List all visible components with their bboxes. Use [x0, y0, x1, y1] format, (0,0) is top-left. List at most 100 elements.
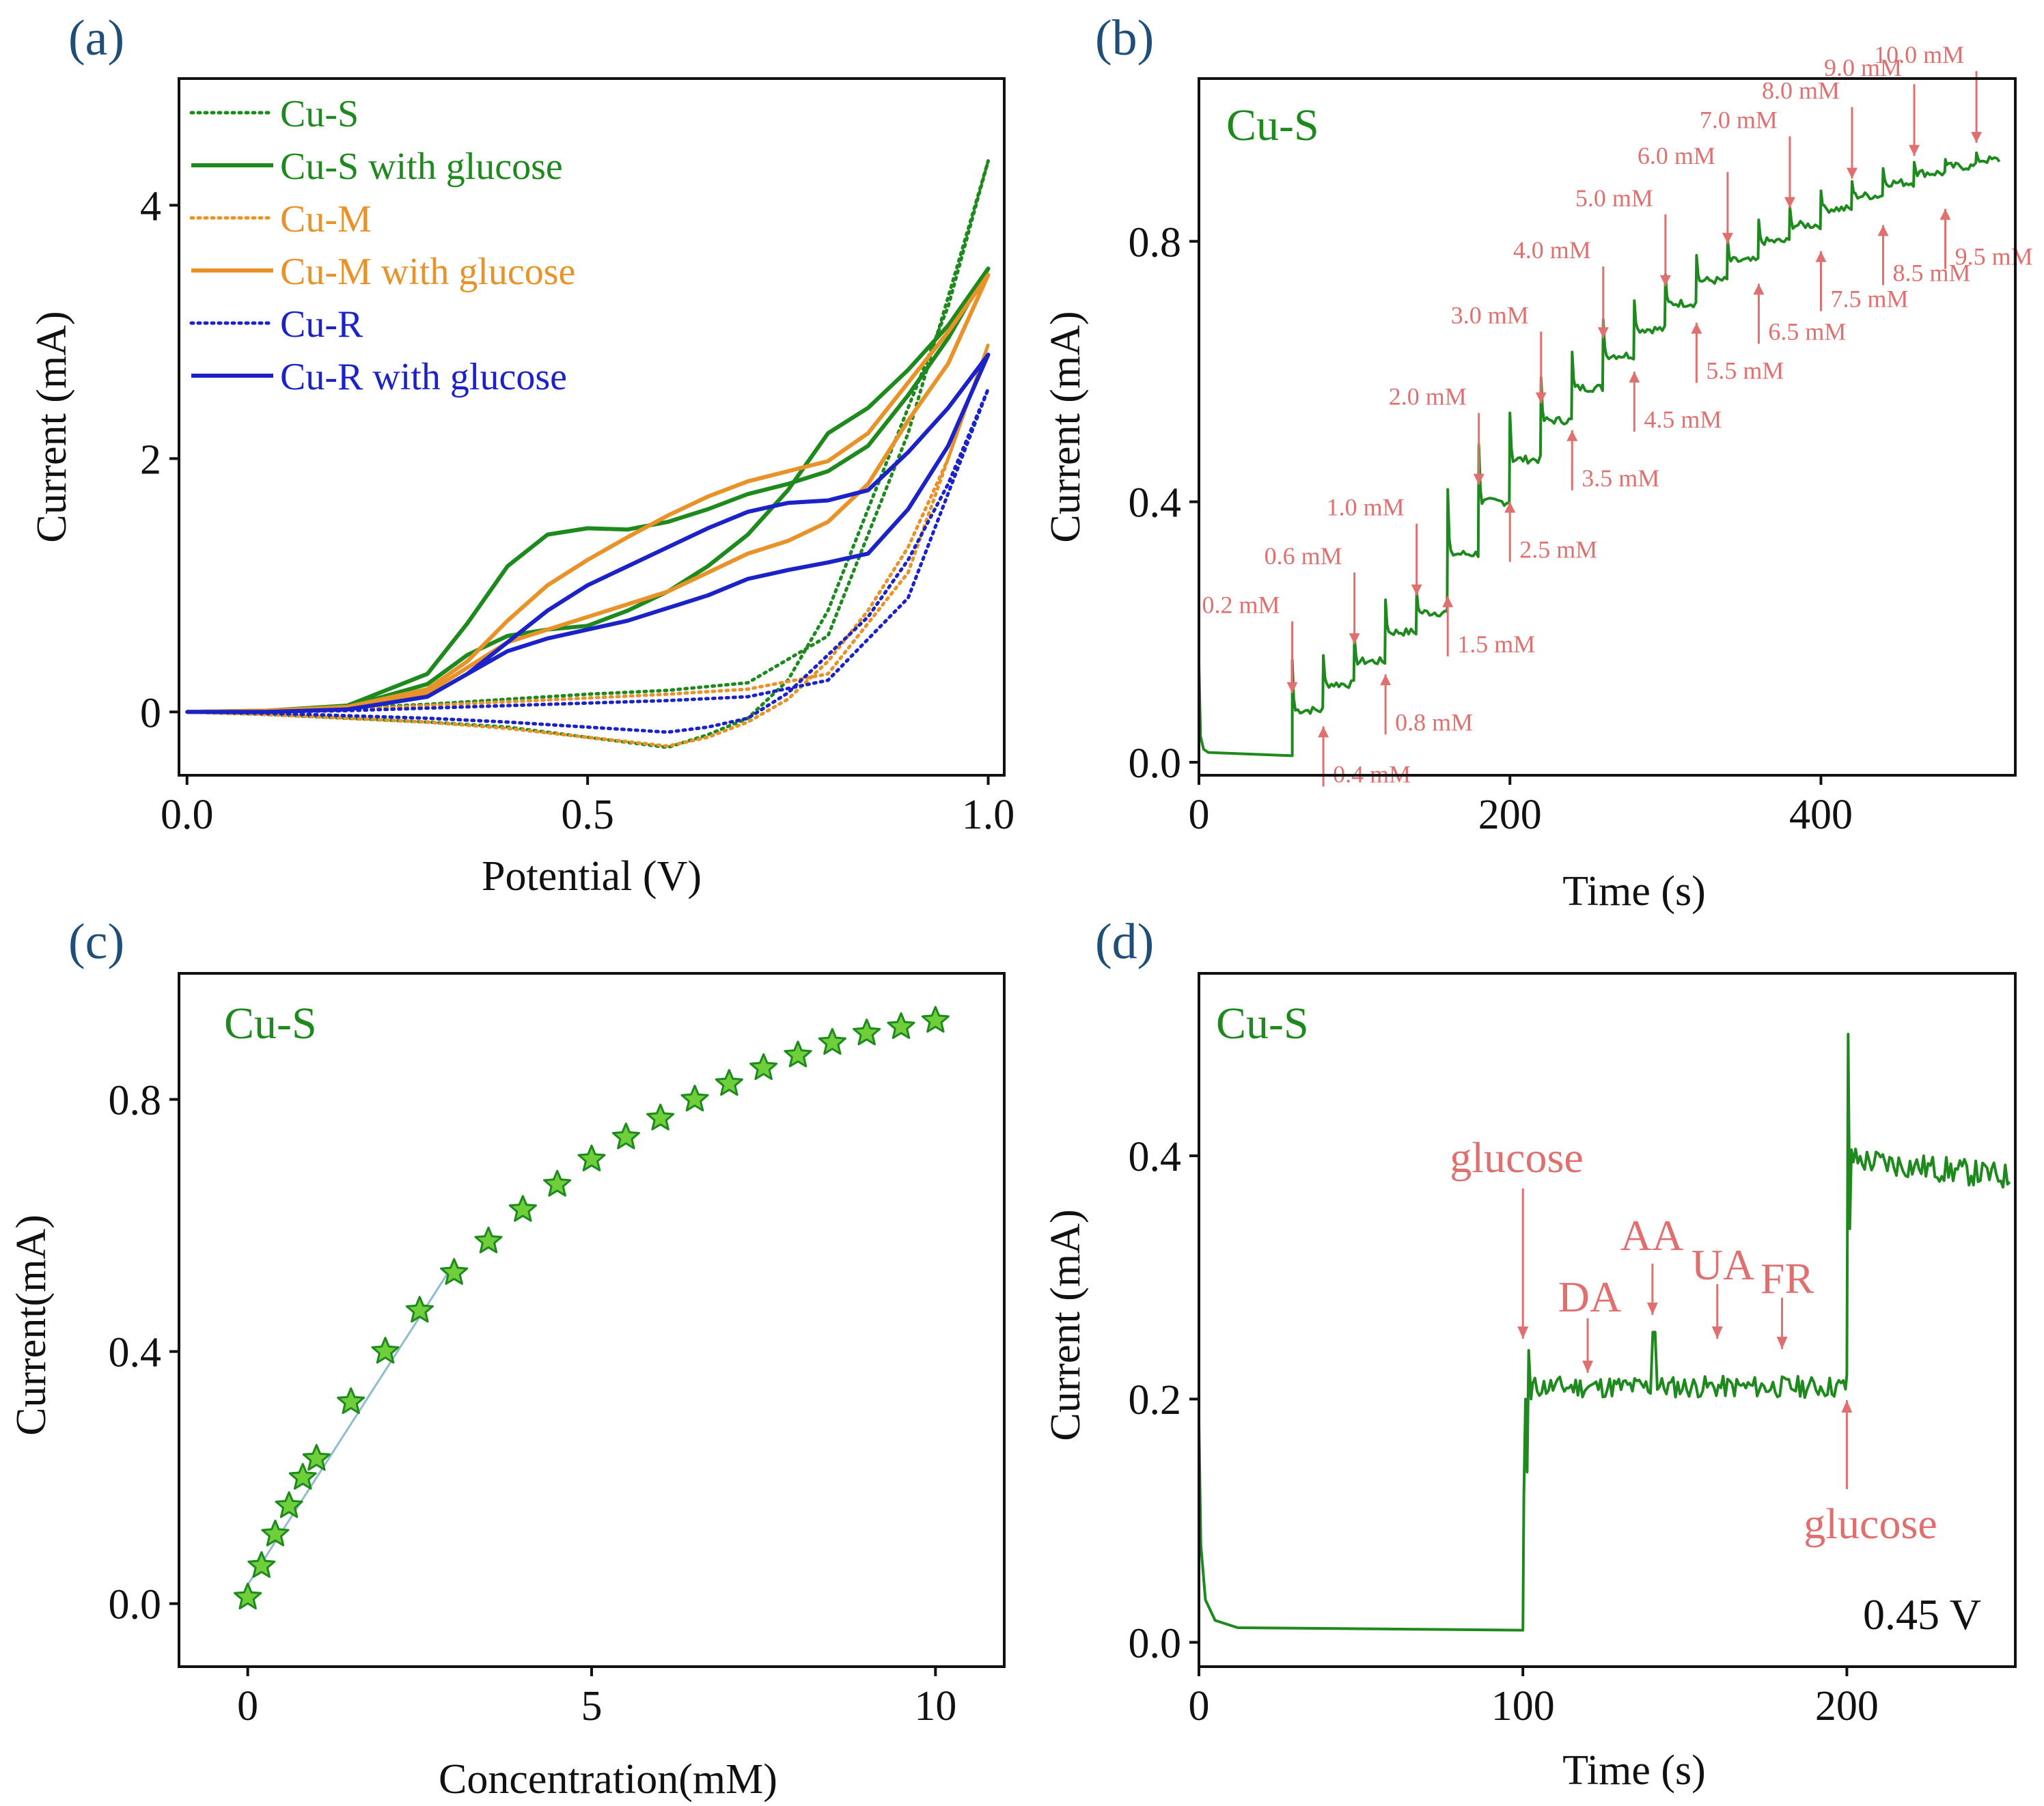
concentration-label: 4.5 mM — [1644, 406, 1722, 433]
panel-b-sample-label: Cu-S — [1226, 100, 1319, 150]
arrow-head — [1349, 633, 1360, 645]
panel-b-ytick-label: 0.0 — [1129, 740, 1182, 787]
panel-b-label: (b) — [1095, 10, 1154, 66]
arrow-head — [1691, 322, 1702, 334]
panel-d-xtick-label: 200 — [1815, 1683, 1879, 1729]
panel-a-xtick-label: 1.0 — [962, 792, 1015, 838]
data-point — [247, 1551, 276, 1578]
panel-c-xtick-label: 0 — [237, 1683, 258, 1729]
arrow-head — [1722, 232, 1733, 244]
panel-b-ytick-label: 0.4 — [1129, 480, 1182, 527]
arrow-head — [1380, 674, 1392, 686]
arrow-head — [1597, 327, 1609, 339]
panel-b-xtick-label: 0 — [1189, 792, 1210, 838]
panel-a-ytick-label: 2 — [140, 436, 161, 483]
data-point — [234, 1583, 262, 1610]
legend-entry: Cu-S with glucose — [280, 145, 563, 188]
data-point — [302, 1444, 331, 1471]
concentration-label: 7.0 mM — [1700, 106, 1778, 133]
panel-c-xtick-label: 5 — [581, 1683, 603, 1729]
panel-c-ytick-label: 0.4 — [109, 1330, 162, 1376]
concentration-label: 2.5 mM — [1519, 536, 1597, 564]
panel-d-xtick-label: 100 — [1491, 1683, 1555, 1729]
arrow-head — [1784, 197, 1795, 208]
panel-c: (c) 0 5 10 0.0 0.4 0.8 Cu-S Concentration(mM)… — [8, 914, 1006, 1803]
concentration-label: 7.5 mM — [1830, 286, 1908, 313]
arrow-head — [1659, 275, 1671, 286]
legend-entry: Cu-R with glucose — [280, 356, 567, 398]
arrow-head — [1841, 1400, 1853, 1413]
concentration-label: 8.0 mM — [1762, 77, 1840, 105]
legend-entry: Cu-M with glucose — [280, 251, 575, 293]
panel-a-legend: Cu-S Cu-S with glucose Cu-M Cu-M with gluco… — [189, 93, 575, 398]
series-line-cu-m — [185, 343, 990, 748]
data-point — [784, 1040, 812, 1068]
legend-entry: Cu-S — [280, 93, 359, 135]
concentration-label: 8.5 mM — [1893, 260, 1971, 287]
panel-a-xtick-label: 0.5 — [561, 792, 614, 838]
arrow-head — [1971, 132, 1983, 143]
data-point — [405, 1296, 434, 1323]
current-trace — [1198, 151, 2001, 758]
arrow-head — [1535, 392, 1547, 404]
series-line-cu-s — [185, 159, 990, 749]
concentration-label: 2.0 mM — [1389, 383, 1467, 411]
injection-label: UA — [1691, 1240, 1754, 1289]
panel-c-sample-label: Cu-S — [224, 999, 317, 1048]
concentration-label: 0.8 mM — [1395, 708, 1473, 736]
arrow-head — [1815, 251, 1827, 262]
data-point — [853, 1018, 881, 1046]
arrow-head — [1909, 145, 1920, 156]
arrow-head — [1473, 473, 1484, 485]
panel-a-ytick-label: 4 — [140, 183, 161, 230]
arrow-head — [1877, 225, 1889, 236]
panel-b-ylabel: Current (mA) — [1042, 311, 1089, 542]
panel-d-frame — [1198, 972, 2017, 1668]
concentration-label: 3.5 mM — [1582, 464, 1659, 492]
data-point — [288, 1462, 317, 1490]
concentration-label: 1.0 mM — [1327, 494, 1405, 521]
panel-b: (b) 0.2 mM0.4 mM0.6 mM0.8 mM1.0 mM1.5 mM… — [1042, 10, 2033, 915]
panel-b-frame — [1198, 77, 2017, 777]
arrow-head — [1582, 1361, 1594, 1373]
arrow-head — [1566, 430, 1578, 441]
data-point — [577, 1144, 606, 1171]
data-point — [474, 1226, 503, 1253]
current-trace — [1198, 1033, 2011, 1632]
data-point — [440, 1258, 469, 1285]
injection-label: glucose — [1804, 1499, 1937, 1548]
arrow-head — [1711, 1326, 1723, 1339]
panel-d-potential-label: 0.45 V — [1863, 1590, 1981, 1639]
data-point — [887, 1012, 915, 1040]
panel-a-xtick-label: 0.0 — [161, 792, 214, 838]
data-point — [508, 1195, 537, 1222]
panel-c-xlabel: Concentration(mM) — [439, 1756, 777, 1803]
arrow-head — [1442, 596, 1454, 607]
arrow-head — [1646, 1303, 1658, 1315]
concentration-label: 0.2 mM — [1202, 592, 1280, 619]
concentration-label: 3.0 mM — [1451, 301, 1529, 329]
panel-b-xtick-label: 200 — [1478, 792, 1542, 838]
injection-label: FR — [1760, 1254, 1814, 1303]
panel-a-label: (a) — [68, 10, 124, 66]
panel-d-xlabel: Time (s) — [1562, 1747, 1706, 1794]
data-point — [337, 1387, 365, 1415]
panel-d-label: (d) — [1095, 914, 1154, 970]
arrow-head — [1629, 372, 1640, 383]
arrow-head — [1939, 208, 1951, 220]
panel-d-xtick-label: 0 — [1189, 1683, 1210, 1729]
injection-label: DA — [1558, 1273, 1621, 1321]
concentration-label: 5.0 mM — [1575, 184, 1653, 212]
data-point — [921, 1005, 950, 1033]
panel-c-ytick-label: 0.0 — [109, 1582, 162, 1628]
panel-c-xtick-label: 10 — [914, 1683, 956, 1729]
data-point — [611, 1122, 640, 1150]
panel-a-ylabel: Current (mA) — [29, 311, 75, 542]
arrow-head — [1753, 283, 1765, 295]
arrow-head — [1847, 167, 1857, 179]
arrow-head — [1504, 501, 1516, 513]
panel-d-sample-label: Cu-S — [1216, 999, 1309, 1048]
panel-d-ytick-label: 0.2 — [1129, 1377, 1182, 1423]
panel-c-frame — [178, 972, 1006, 1668]
panel-b-ytick-label: 0.8 — [1129, 219, 1182, 266]
